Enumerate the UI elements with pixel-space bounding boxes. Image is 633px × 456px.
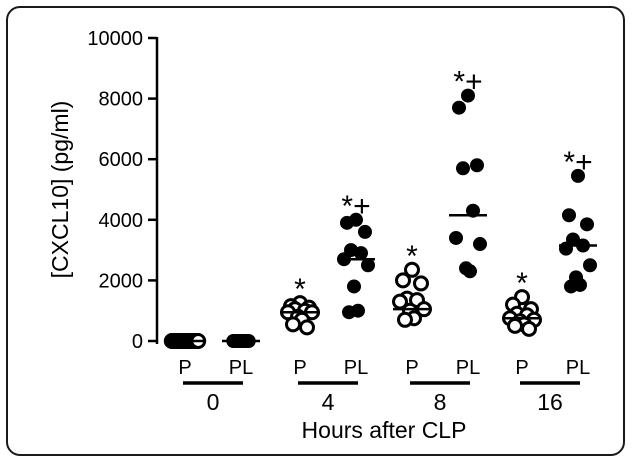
significance-16h-P: * (516, 267, 528, 300)
point-4h-PL-4 (354, 246, 368, 261)
condition-label-16h-P: P (515, 357, 528, 379)
point-4h-PL-2 (358, 224, 372, 239)
point-16h-PL-9 (564, 279, 578, 294)
y-tick-label-2000: 2000 (99, 270, 144, 292)
point-4h-PL-9 (342, 305, 356, 320)
condition-label-16h-PL: PL (566, 357, 590, 379)
point-8h-PL-0 (461, 88, 475, 103)
y-tick-label-4000: 4000 (99, 210, 144, 232)
condition-label-0h-P: P (178, 357, 191, 379)
point-16h-PL-0 (571, 168, 585, 183)
condition-label-8h-P: P (405, 357, 418, 379)
point-8h-P-0 (404, 261, 420, 278)
point-8h-P-2 (413, 275, 429, 292)
significance-4h-PL: *+ (341, 190, 370, 223)
point-8h-PL-2 (470, 158, 484, 173)
point-4h-PL-7 (347, 279, 361, 294)
point-8h-PL-8 (463, 264, 477, 279)
point-16h-PL-6 (583, 258, 597, 273)
point-16h-PL-2 (580, 217, 594, 232)
y-tick-label-6000: 6000 (99, 149, 144, 171)
y-tick-label-0: 0 (132, 331, 143, 353)
time-label-16h: 16 (537, 389, 563, 415)
point-8h-PL-6 (473, 237, 487, 252)
cxcl10-scatter-chart: 0 2000 4000 6000 8000 10000 [CXCL10] (pg/ml) P P… (47, 28, 597, 443)
point-8h-P-9 (397, 311, 413, 328)
point-16h-PL-5 (559, 241, 573, 256)
point-16h-P-10 (521, 320, 537, 337)
time-label-0h: 0 (207, 389, 220, 415)
point-4h-P-10 (299, 319, 315, 336)
condition-label-8h-PL: PL (456, 357, 480, 379)
point-8h-P-1 (395, 272, 411, 289)
point-4h-P-9 (285, 316, 301, 333)
point-8h-PL-4 (466, 203, 480, 218)
point-4h-PL-6 (361, 258, 375, 273)
point-8h-PL-5 (449, 230, 463, 245)
y-axis-title: [CXCL10] (pg/ml) (47, 101, 73, 279)
point-4h-PL-1 (340, 215, 354, 230)
figure-frame (6, 6, 625, 456)
point-8h-PL-3 (456, 161, 470, 176)
condition-label-4h-PL: PL (344, 357, 368, 379)
y-tick-label-8000: 8000 (99, 89, 144, 111)
x-axis-title: Hours after CLP (302, 417, 467, 443)
significance-8h-P: * (406, 240, 418, 273)
time-label-4h: 4 (322, 389, 335, 415)
time-label-8h: 8 (434, 389, 447, 415)
condition-label-0h-PL: PL (229, 357, 253, 379)
significance-8h-PL: *+ (453, 66, 482, 99)
point-16h-P-9 (507, 317, 523, 334)
y-tick-label-10000: 10000 (87, 28, 143, 50)
significance-4h-P: * (294, 273, 306, 306)
point-16h-PL-1 (562, 208, 576, 223)
point-8h-PL-1 (452, 100, 466, 115)
condition-label-4h-P: P (293, 357, 306, 379)
significance-16h-PL: *+ (563, 146, 592, 179)
